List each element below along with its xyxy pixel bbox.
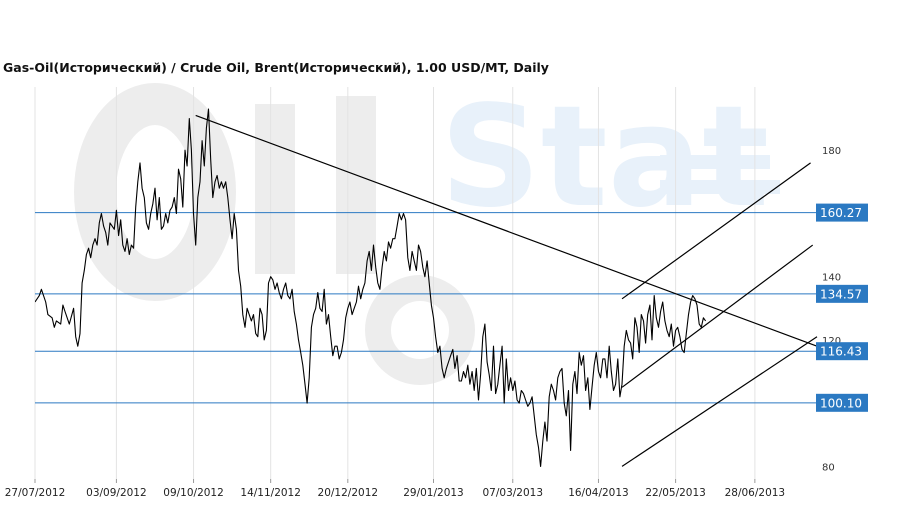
level-label-text: 134.57 — [820, 287, 862, 301]
x-tick-label: 03/09/2012 — [86, 487, 147, 499]
level-label-text: 160.27 — [820, 206, 862, 220]
watermark-logo: Stat — [74, 76, 780, 385]
x-tick-label: 29/01/2013 — [403, 487, 464, 499]
level-label-box — [816, 393, 868, 412]
x-tick-label: 22/05/2013 — [645, 487, 706, 499]
grid-lines — [34, 87, 756, 479]
y-tick-label: 180 — [822, 146, 841, 157]
x-tick-label: 09/10/2012 — [163, 487, 224, 499]
y-tick-label: 80 — [822, 462, 835, 473]
support-resistance-levels — [35, 212, 817, 404]
price-series-line — [35, 108, 707, 467]
x-tick-label: 27/07/2012 — [5, 487, 66, 499]
level-label-box — [816, 203, 868, 222]
level-labels: 160.27 134.57 116.43 100.10 — [816, 203, 868, 412]
level-label-box — [816, 284, 868, 303]
trendline-descending-resistance — [195, 114, 818, 347]
x-tick-label: 20/12/2012 — [318, 487, 379, 499]
x-tick-label: 28/06/2013 — [725, 487, 786, 499]
trendlines — [195, 114, 818, 467]
y-tick-label: 120 — [822, 336, 841, 347]
y-axis-ticks: 80 120 140 180 — [822, 146, 841, 473]
trendline-channel-upper — [621, 244, 814, 388]
trendline-channel-parallel — [621, 162, 811, 300]
y-tick-label: 140 — [822, 273, 841, 284]
x-tick-label: 07/03/2013 — [483, 487, 544, 499]
chart-title: Gas-Oil(Исторический) / Crude Oil, Brent… — [3, 60, 549, 75]
x-tick-label: 16/04/2013 — [568, 487, 629, 499]
level-label-text: 100.10 — [820, 396, 862, 410]
level-label-text: 116.43 — [820, 345, 862, 359]
trendline-channel-lower — [621, 336, 818, 467]
level-label-box — [816, 342, 868, 361]
x-tick-label: 14/11/2012 — [240, 487, 301, 499]
x-axis-ticks: 27/07/2012 03/09/2012 09/10/2012 14/11/2012… — [5, 479, 785, 499]
